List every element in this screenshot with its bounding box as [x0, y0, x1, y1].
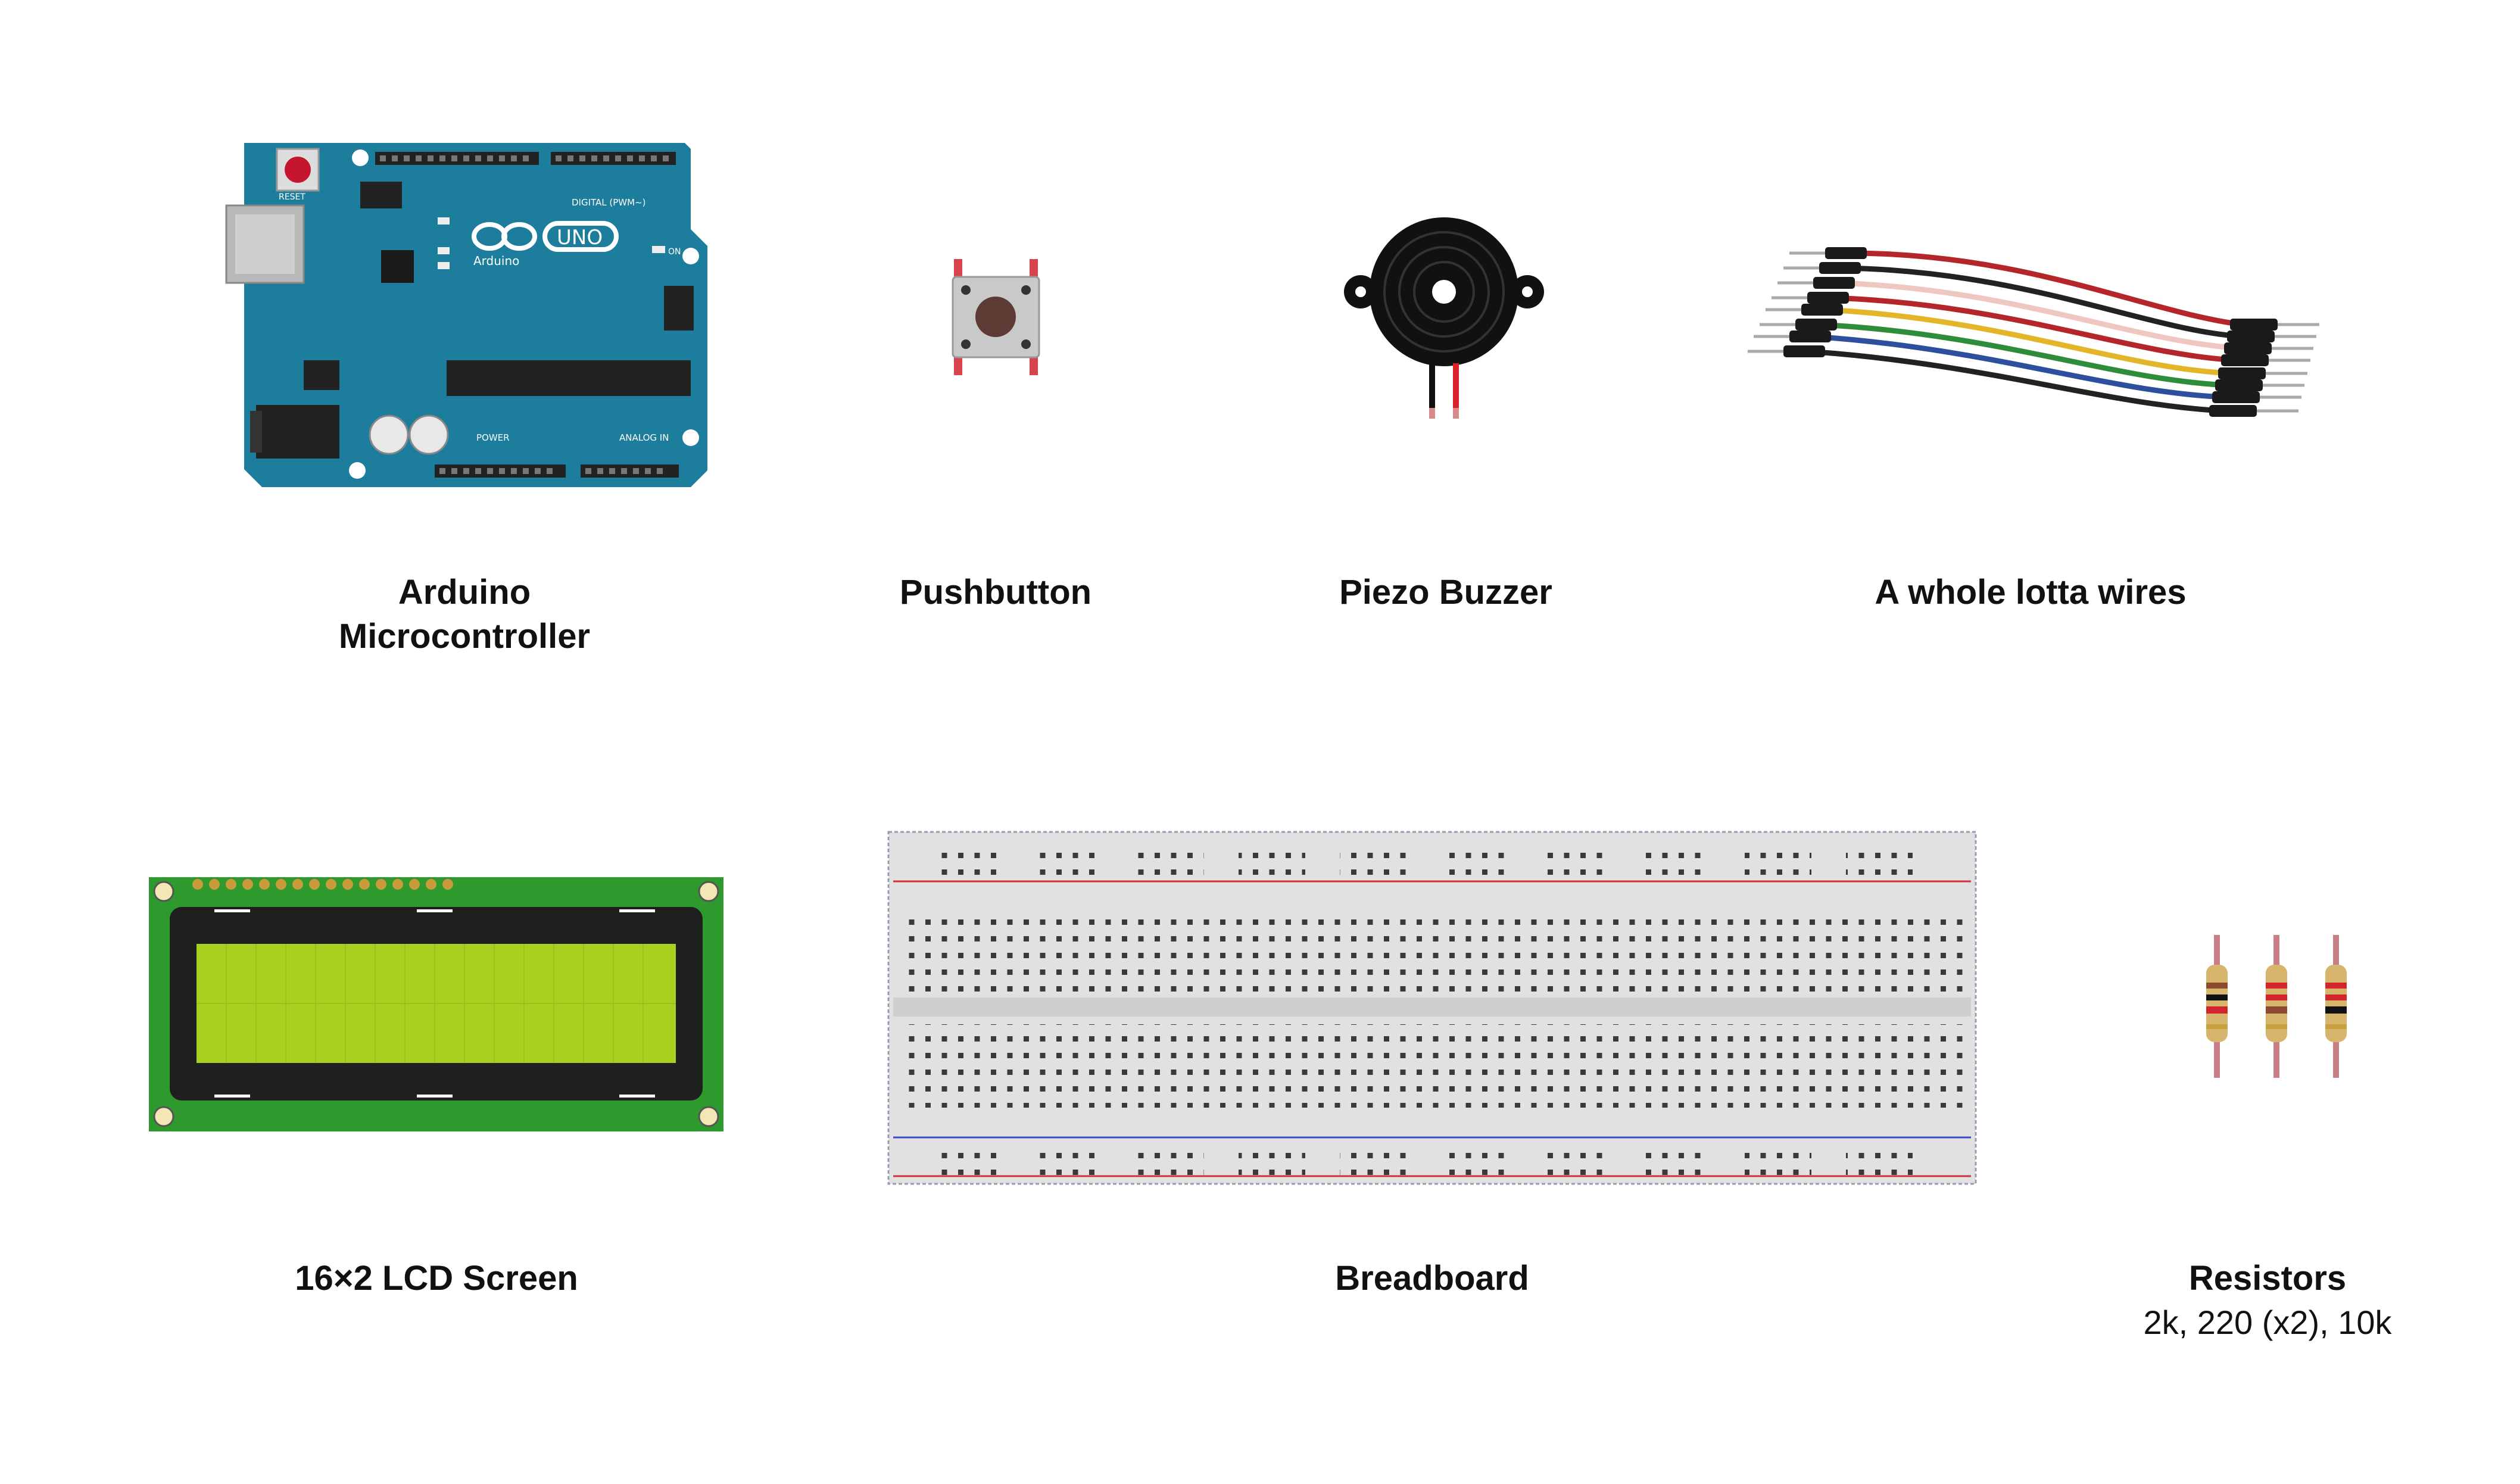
resistors-label: Resistors: [2188, 1259, 2347, 1298]
on-text: ON: [668, 247, 681, 257]
resistors-image: [2206, 935, 2347, 1078]
pushbutton-image: [952, 259, 1040, 375]
board-model-text: UNO: [557, 226, 603, 250]
wires-label: A whole lotta wires: [1875, 573, 2187, 612]
breadboard-label: Breadboard: [1335, 1259, 1529, 1298]
board-brand-text: Arduino: [473, 254, 519, 268]
power-text: POWER: [476, 432, 510, 443]
lcd-16x2-image: [149, 877, 723, 1131]
lcd-label: 16×2 LCD Screen: [295, 1259, 578, 1298]
arduino-label-line2: Microcontroller: [338, 617, 591, 656]
breadboard-image: [887, 831, 1977, 1185]
reset-text: RESET: [279, 192, 305, 202]
arduino-uno-board: RESET DIGITAL (PWM~) UNO Arduino ON POWE…: [225, 143, 707, 487]
pushbutton-label: Pushbutton: [899, 573, 1092, 612]
piezo-buzzer-image: [1344, 217, 1544, 419]
resistors-values: 2k, 220 (x2), 10k: [2143, 1304, 2392, 1341]
analog-text: ANALOG IN: [619, 432, 669, 443]
jumper-wires-image: [1748, 247, 2319, 417]
piezo-buzzer-label: Piezo Buzzer: [1339, 573, 1552, 612]
digital-text: DIGITAL (PWM~): [572, 197, 646, 208]
arduino-label-line1: Arduino: [398, 573, 531, 612]
